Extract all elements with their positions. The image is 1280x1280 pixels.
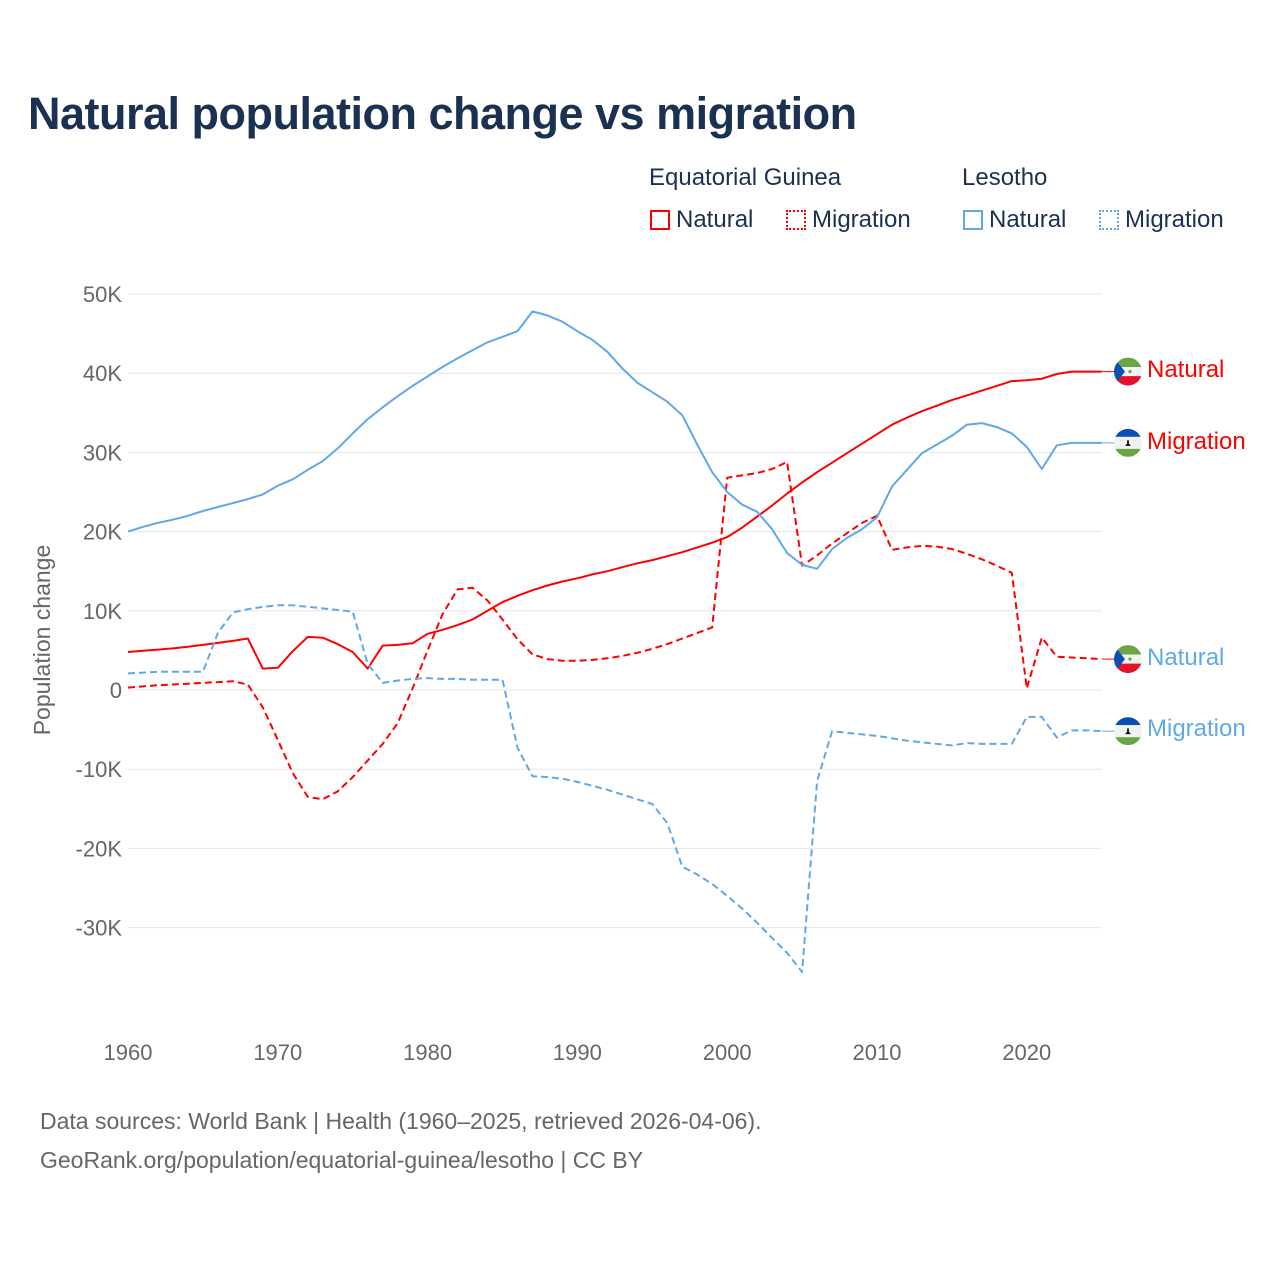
flag-stripe [1114,448,1142,457]
x-tick-label: 2020 [1002,1040,1051,1065]
flag-stripe [1114,737,1142,746]
equatorial-guinea-flag-icon [1114,357,1142,386]
footer-sources: Data sources: World Bank | Health (1960–… [40,1108,762,1134]
flag-hat [1125,439,1131,446]
series-line-lesotho-migration [127,604,1102,973]
y-tick-label: -10K [76,757,123,782]
flag-stripe [1114,357,1142,368]
x-tick-label: 1980 [403,1040,452,1065]
flag-body [1114,428,1142,457]
flag-body [1114,717,1142,746]
x-tick-label: 1970 [253,1040,302,1065]
y-tick-label: 40K [83,361,122,386]
end-labels: Natural Migration Natural Migration [1102,356,1246,746]
legend-label: Migration [812,206,911,233]
flag-stripe [1114,428,1142,437]
series-line-equatorial-guinea-natural [127,370,1102,670]
flag-stripe [1114,717,1142,726]
x-tick-label: 2010 [853,1040,902,1065]
flag-triangle [1114,645,1125,674]
flag-stripe [1114,663,1142,674]
legend-swatch-solid [963,210,983,230]
series-lines [127,310,1102,973]
legend-item-ls-migration[interactable]: Migration [1099,206,1224,234]
legend-label: Migration [1125,206,1224,233]
lesotho-flag-icon [1114,717,1142,746]
y-tick-label: 50K [83,282,122,307]
lesotho-flag-icon [1114,428,1142,457]
y-tick-label: -30K [76,916,123,941]
legend-swatch-solid [650,210,670,230]
flag-emblem [1128,657,1132,661]
flag-emblem [1128,370,1132,374]
flag-stripe [1114,367,1142,377]
legend-group-equatorial-guinea: Equatorial Guinea [649,164,842,191]
y-tick-label: 0 [110,678,122,703]
equatorial-guinea-flag-icon [1114,645,1142,674]
gridlines [128,293,1102,929]
y-axis-ticks: 50K 40K 30K 20K 10K 0 -10K -20K -30K [76,282,123,941]
x-tick-label: 2000 [703,1040,752,1065]
flag-stripe [1114,376,1142,386]
y-tick-label: 10K [83,599,122,624]
y-tick-label: -20K [76,836,123,861]
flag-stripe [1114,645,1142,655]
legend-swatch-dotted [1099,210,1119,230]
legend-label: Natural [989,206,1067,233]
legend-item-ls-natural[interactable]: Natural [963,206,1066,234]
end-label: Natural [1147,356,1224,383]
series-line-lesotho-natural [127,310,1102,570]
y-axis-label: Population change [29,545,55,736]
legend-label: Natural [676,206,754,233]
end-label: Natural [1147,644,1224,671]
legend-group-lesotho: Lesotho [962,164,1048,191]
x-tick-label: 1960 [104,1040,153,1065]
end-label: Migration [1147,715,1246,742]
legend-swatch-dotted [786,210,806,230]
legend-item-eg-natural[interactable]: Natural [650,206,753,234]
series-line-equatorial-guinea-migration [127,460,1102,801]
footer-url: GeoRank.org/population/equatorial-guinea… [40,1147,644,1173]
legend-item-eg-migration[interactable]: Migration [786,206,911,234]
x-tick-label: 1990 [553,1040,602,1065]
chart-title: Natural population change vs migration [28,88,857,139]
flag-body [1114,357,1142,386]
y-tick-label: 20K [83,520,122,545]
y-tick-label: 30K [83,440,122,465]
x-axis-ticks: 1960 1970 1980 1990 2000 2010 2020 [104,1040,1052,1065]
flag-stripe [1114,654,1142,664]
flag-body [1114,645,1142,674]
flag-triangle [1114,357,1125,386]
end-label: Migration [1147,428,1246,455]
flag-hat [1125,728,1131,735]
